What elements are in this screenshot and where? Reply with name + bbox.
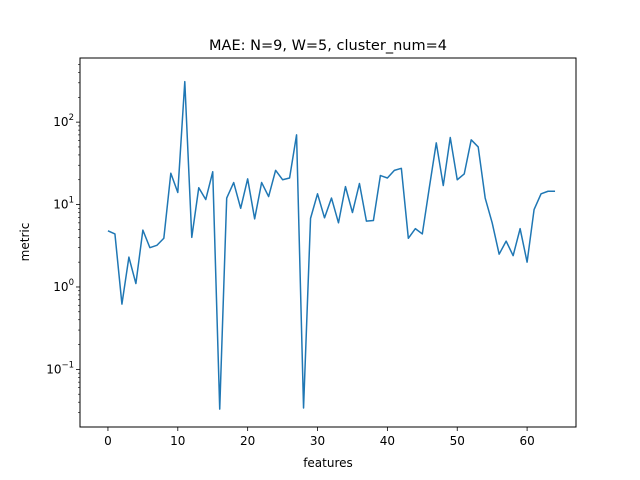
x-tick-label: 20 [240, 434, 255, 448]
y-tick-label: 101 [53, 196, 74, 212]
x-tick-label: 30 [310, 434, 325, 448]
y-tick-label: 100 [53, 278, 74, 294]
x-tick-label: 0 [104, 434, 112, 448]
y-axis-label: metric [18, 223, 32, 262]
x-axis-label: features [303, 456, 353, 470]
y-tick-label: 10−1 [46, 360, 74, 376]
x-tick-label: 10 [170, 434, 185, 448]
x-tick-label: 50 [450, 434, 465, 448]
x-tick-label: 40 [380, 434, 395, 448]
series-line [107, 80, 556, 410]
plot-frame [79, 57, 577, 428]
x-tick-label: 60 [519, 434, 534, 448]
y-tick-label: 102 [53, 113, 74, 129]
plot-area [107, 80, 556, 410]
x-axis: 0 10 20 30 40 50 60 [104, 427, 535, 448]
y-axis: 10−1 100 101 102 [46, 64, 80, 413]
chart-title: MAE: N=9, W=5, cluster_num=4 [209, 38, 447, 54]
